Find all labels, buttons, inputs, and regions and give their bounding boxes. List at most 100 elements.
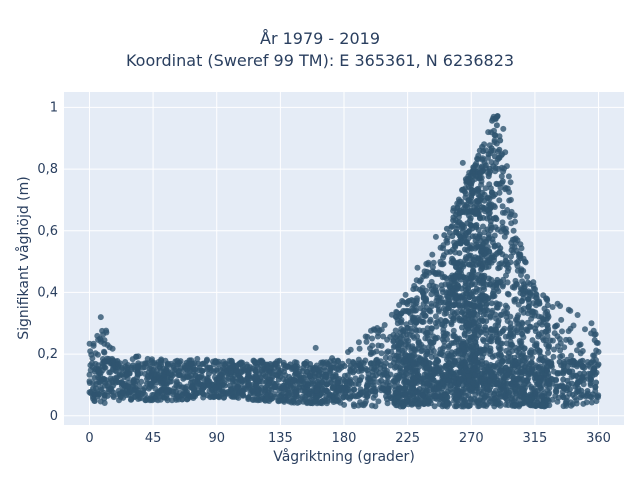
data-point xyxy=(499,359,505,366)
data-point xyxy=(520,267,527,274)
data-point xyxy=(100,358,107,365)
data-point xyxy=(525,304,532,311)
data-point xyxy=(394,374,401,381)
data-point xyxy=(367,351,374,358)
data-point xyxy=(529,309,536,316)
data-point xyxy=(503,272,509,279)
data-point xyxy=(448,319,455,326)
data-point xyxy=(511,282,518,289)
data-point xyxy=(450,260,457,266)
data-point xyxy=(188,393,194,400)
data-point xyxy=(344,372,351,379)
data-point xyxy=(516,251,523,258)
y-tick-label: 0,8 xyxy=(37,162,58,177)
data-point xyxy=(303,362,310,369)
data-point xyxy=(495,288,502,295)
data-point xyxy=(545,342,552,349)
data-point xyxy=(487,345,494,352)
data-point xyxy=(437,393,443,400)
data-point xyxy=(519,331,526,338)
data-point xyxy=(518,386,525,392)
data-point xyxy=(472,352,479,359)
data-point xyxy=(479,156,486,163)
y-tick-labels: 0 0,2 0,4 0,6 0,8 1 xyxy=(37,100,58,423)
data-point xyxy=(331,357,337,364)
data-point xyxy=(532,290,539,297)
data-point xyxy=(471,320,477,327)
data-point xyxy=(233,378,239,385)
data-point xyxy=(426,307,433,314)
data-point xyxy=(462,303,469,310)
y-tick-label: 0,2 xyxy=(37,347,58,362)
data-point xyxy=(554,398,561,405)
data-point xyxy=(505,402,512,409)
y-axis-title: Signifikant våghöjd (m) xyxy=(15,176,32,339)
data-point xyxy=(428,376,435,383)
data-point xyxy=(86,378,93,385)
data-point xyxy=(494,276,501,283)
data-point xyxy=(204,356,210,363)
data-point xyxy=(473,275,480,282)
data-point xyxy=(574,361,581,368)
data-point xyxy=(459,294,466,301)
data-point xyxy=(350,369,357,376)
data-point xyxy=(528,315,535,322)
data-point xyxy=(163,366,170,373)
data-point xyxy=(300,374,307,381)
data-point xyxy=(465,321,472,328)
data-point xyxy=(492,116,499,122)
data-point xyxy=(350,386,357,393)
data-point xyxy=(426,360,433,366)
data-point xyxy=(381,322,388,328)
data-point xyxy=(501,165,507,172)
data-point xyxy=(428,291,435,298)
data-point xyxy=(350,401,357,408)
data-point xyxy=(317,366,324,373)
data-point xyxy=(556,358,563,365)
data-point xyxy=(516,338,523,344)
data-point xyxy=(520,381,527,388)
data-point xyxy=(341,401,348,408)
data-point xyxy=(432,283,439,290)
data-point xyxy=(359,389,366,396)
data-point xyxy=(215,393,222,400)
data-point xyxy=(568,352,575,359)
data-point xyxy=(592,371,599,378)
data-point xyxy=(375,330,382,336)
data-point xyxy=(450,327,457,334)
data-point xyxy=(512,344,519,351)
data-point xyxy=(462,362,469,369)
data-point xyxy=(347,379,354,386)
data-point xyxy=(462,176,469,183)
data-point xyxy=(544,297,551,304)
data-point xyxy=(200,360,207,367)
data-point xyxy=(462,352,469,359)
data-point xyxy=(572,383,579,390)
data-point xyxy=(502,209,508,216)
data-point xyxy=(436,401,443,407)
data-point xyxy=(419,312,426,319)
data-point xyxy=(107,369,114,376)
x-tick-label: 45 xyxy=(145,431,162,446)
data-point xyxy=(458,221,465,228)
chart-title: År 1979 - 2019 xyxy=(260,29,380,48)
data-point xyxy=(491,254,498,261)
data-points xyxy=(86,113,602,410)
data-point xyxy=(370,326,377,333)
data-point xyxy=(155,372,162,379)
data-point xyxy=(554,322,560,329)
data-point xyxy=(286,398,293,405)
data-point xyxy=(499,219,506,226)
x-tick-label: 360 xyxy=(586,431,611,446)
data-point xyxy=(188,361,195,367)
data-point xyxy=(485,275,492,282)
data-point xyxy=(433,291,440,298)
data-point xyxy=(125,391,132,398)
data-point xyxy=(450,205,457,212)
data-point xyxy=(439,345,446,352)
data-point xyxy=(372,403,379,410)
data-point xyxy=(518,326,525,333)
data-point xyxy=(461,261,468,268)
data-point xyxy=(471,281,478,288)
data-point xyxy=(515,301,522,308)
